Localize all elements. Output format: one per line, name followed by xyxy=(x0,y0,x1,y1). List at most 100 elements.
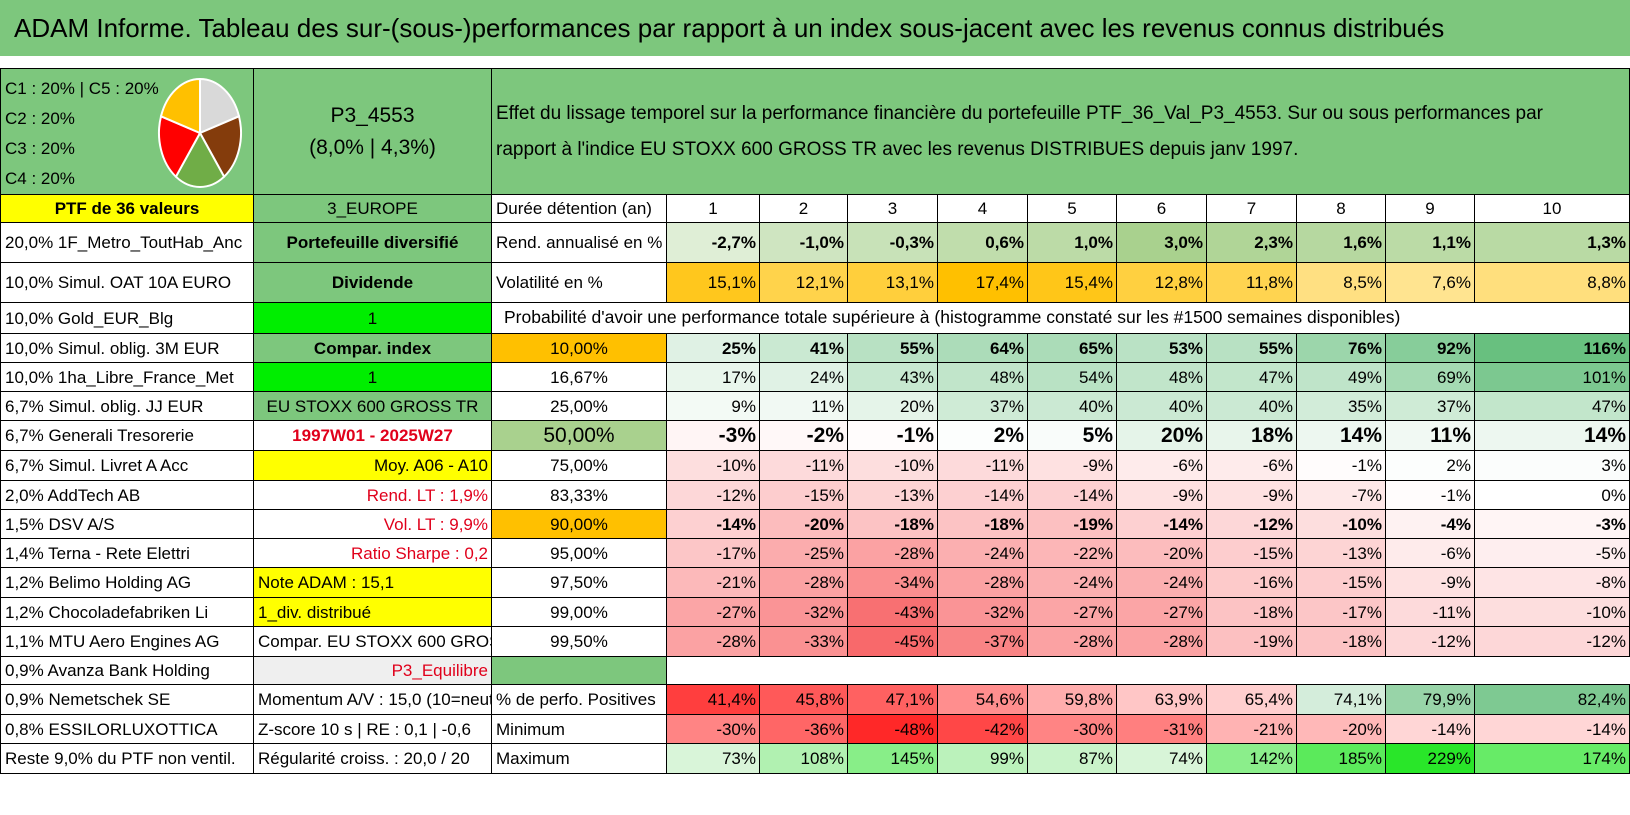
year-header: 8 xyxy=(1297,195,1386,223)
prob-value: 40% xyxy=(1207,392,1297,421)
prob-value: -32% xyxy=(760,598,848,627)
pos-value: 79,9% xyxy=(1386,685,1475,715)
holding-cell: 1,5% DSV A/S xyxy=(0,510,254,539)
prob-value: 92% xyxy=(1386,334,1475,363)
empty-cell xyxy=(667,657,1630,685)
vol-value: 17,4% xyxy=(938,263,1028,303)
prob-value: -27% xyxy=(1028,598,1117,627)
min-value: -31% xyxy=(1117,715,1207,744)
max-label: Maximum xyxy=(492,744,667,774)
rend-value: 0,6% xyxy=(938,223,1028,263)
prob-value: 64% xyxy=(938,334,1028,363)
prob-value: 48% xyxy=(938,363,1028,392)
prob-value: 48% xyxy=(1117,363,1207,392)
prob-threshold: 95,00% xyxy=(492,539,667,568)
prob-value: -43% xyxy=(848,598,938,627)
prob-value: -33% xyxy=(760,627,848,657)
prob-value: -3% xyxy=(1475,510,1630,539)
prob-value: 65% xyxy=(1028,334,1117,363)
prob-value: -1% xyxy=(848,421,938,451)
holding-cell: 0,9% Avanza Bank Holding xyxy=(0,657,254,685)
holding-cell: 0,9% Nemetschek SE xyxy=(0,685,254,715)
prob-value: -24% xyxy=(1028,568,1117,598)
prob-value: 11% xyxy=(760,392,848,421)
pos-value: 45,8% xyxy=(760,685,848,715)
pos-label: % de perfo. Positives xyxy=(492,685,667,715)
info-cell: Rend. LT : 1,9% xyxy=(254,481,492,510)
info-cell: Régularité croiss. : 20,0 / 20 xyxy=(254,744,492,774)
pie-slice-c2 xyxy=(159,77,201,135)
prob-value: -19% xyxy=(1207,627,1297,657)
prob-value: -6% xyxy=(1207,451,1297,481)
min-value: -14% xyxy=(1386,715,1475,744)
ptf-name: P3_4553 xyxy=(330,104,415,127)
prob-value: 69% xyxy=(1386,363,1475,392)
min-value: -30% xyxy=(667,715,760,744)
max-value: 74% xyxy=(1117,744,1207,774)
rend-value: 1,6% xyxy=(1297,223,1386,263)
holding-cell: 6,7% Generali Tresorerie xyxy=(0,421,254,451)
prob-value: 5% xyxy=(1028,421,1117,451)
prob-value: -15% xyxy=(1297,568,1386,598)
prob-threshold: 83,33% xyxy=(492,481,667,510)
ptf-name-block: P3_4553 (8,0% | 4,3%) xyxy=(254,68,492,195)
prob-threshold: 99,50% xyxy=(492,627,667,657)
prob-value: 17% xyxy=(667,363,760,392)
rend-value: 1,3% xyxy=(1475,223,1630,263)
holding-cell: PTF de 36 valeurs xyxy=(0,195,254,223)
year-header: 6 xyxy=(1117,195,1207,223)
prob-value: -3% xyxy=(667,421,760,451)
ptf-stats: (8,0% | 4,3%) xyxy=(309,135,436,159)
max-value: 108% xyxy=(760,744,848,774)
vol-value: 13,1% xyxy=(848,263,938,303)
prob-threshold: 16,67% xyxy=(492,363,667,392)
prob-value: 55% xyxy=(848,334,938,363)
allocation-line: C3 : 20% xyxy=(5,139,75,159)
min-value: -21% xyxy=(1207,715,1297,744)
pos-value: 82,4% xyxy=(1475,685,1630,715)
report-title: ADAM Informe. Tableau des sur-(sous-)per… xyxy=(0,0,1630,62)
prob-value: -4% xyxy=(1386,510,1475,539)
prob-value: 18% xyxy=(1207,421,1297,451)
year-header: 9 xyxy=(1386,195,1475,223)
rend-value: 1,0% xyxy=(1028,223,1117,263)
prob-value: 53% xyxy=(1117,334,1207,363)
info-cell: Z-score 10 s | RE : 0,1 | -0,6 xyxy=(254,715,492,744)
prob-value: 49% xyxy=(1297,363,1386,392)
max-value: 87% xyxy=(1028,744,1117,774)
holding-cell: 6,7% Simul. Livret A Acc xyxy=(0,451,254,481)
info-cell: Momentum A/V : 15,0 (10=neutre) xyxy=(254,685,492,715)
description-line: Effet du lissage temporel sur la perform… xyxy=(496,103,1544,125)
prob-value: -28% xyxy=(848,539,938,568)
prob-value: -18% xyxy=(848,510,938,539)
min-value: -30% xyxy=(1028,715,1117,744)
vol-value: 8,5% xyxy=(1297,263,1386,303)
max-value: 99% xyxy=(938,744,1028,774)
prob-value: -9% xyxy=(1386,568,1475,598)
rend-value: -1,0% xyxy=(760,223,848,263)
prob-value: -9% xyxy=(1117,481,1207,510)
empty-cell xyxy=(492,657,667,685)
prob-value: 40% xyxy=(1028,392,1117,421)
prob-value: -12% xyxy=(1207,510,1297,539)
prob-value: -45% xyxy=(848,627,938,657)
prob-value: -27% xyxy=(667,598,760,627)
prob-value: -10% xyxy=(848,451,938,481)
prob-value: 24% xyxy=(760,363,848,392)
prob-value: -13% xyxy=(848,481,938,510)
holding-cell: 1,2% Chocoladefabriken Li xyxy=(0,598,254,627)
max-value: 73% xyxy=(667,744,760,774)
prob-value: 47% xyxy=(1475,392,1630,421)
prob-value: 35% xyxy=(1297,392,1386,421)
prob-value: -9% xyxy=(1207,481,1297,510)
allocation-pie xyxy=(158,77,242,188)
pie-slice-c3 xyxy=(158,114,202,179)
vol-value: 15,1% xyxy=(667,263,760,303)
year-header: 2 xyxy=(760,195,848,223)
max-value: 142% xyxy=(1207,744,1297,774)
rend-value: 2,3% xyxy=(1207,223,1297,263)
prob-value: -15% xyxy=(760,481,848,510)
prob-value: -12% xyxy=(1386,627,1475,657)
rend-value: 1,1% xyxy=(1386,223,1475,263)
max-value: 145% xyxy=(848,744,938,774)
